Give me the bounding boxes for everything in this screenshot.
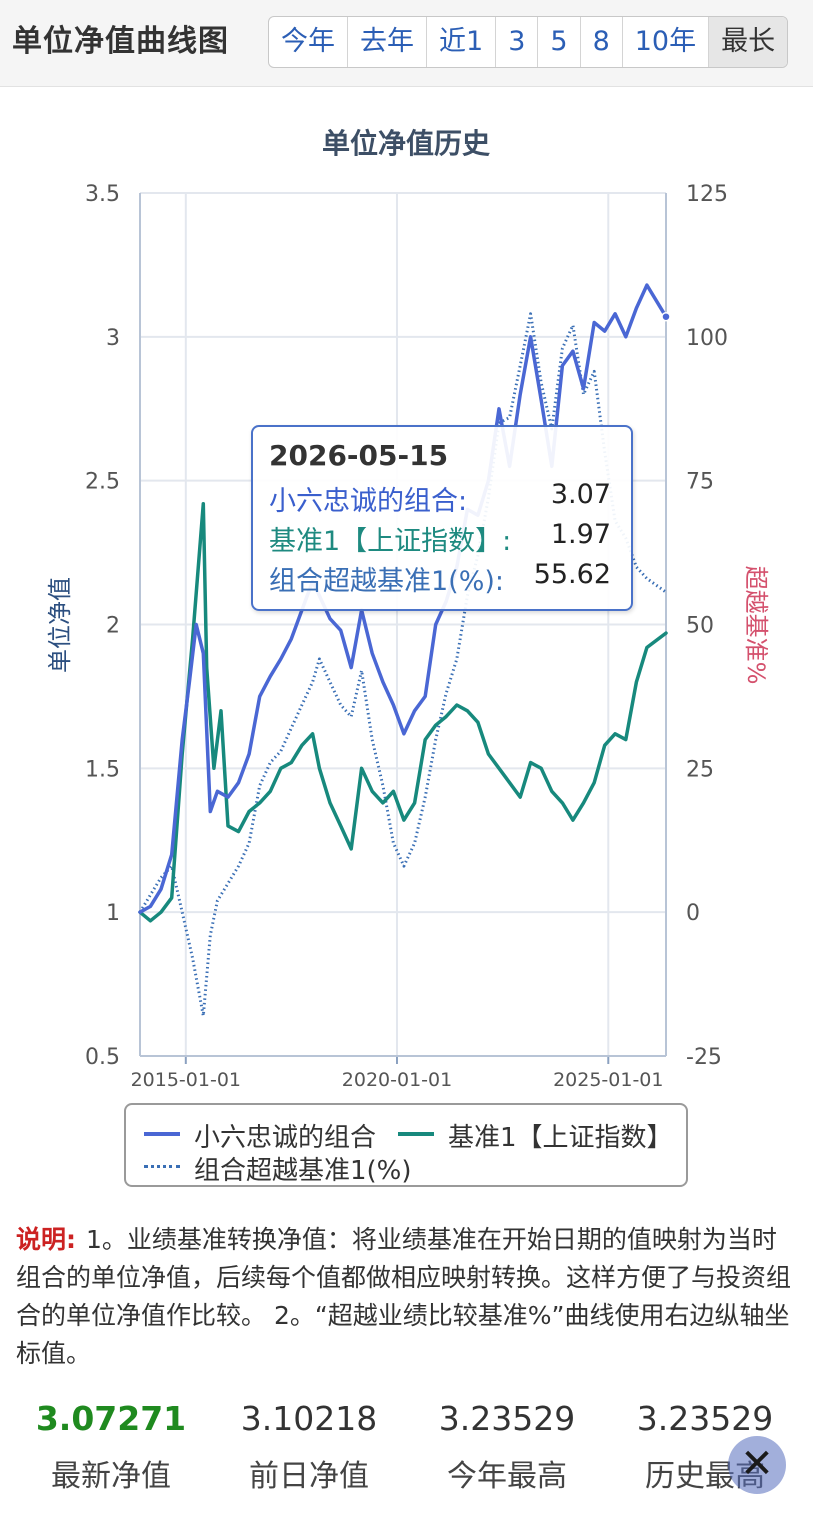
stat-value: 3.07271	[35, 1399, 187, 1438]
series-line-benchmark	[138, 501, 668, 923]
tooltip-date: 2026-05-15	[269, 439, 449, 472]
y2-tick-label: 75	[686, 470, 714, 495]
x-tick-label: 2015-01-01	[131, 1069, 241, 1091]
y2-tick-label: 25	[686, 757, 714, 782]
y2-tick-label: 50	[686, 614, 714, 639]
legend-label: 组合超越基准1(%)	[194, 1156, 412, 1186]
legend-swatch-solid	[144, 1132, 180, 1136]
y-tick-label: 3.5	[85, 182, 120, 207]
stat-latest-nav: 3.07271 最新净值	[16, 1397, 206, 1495]
tooltip-value: 55.62	[533, 559, 611, 590]
chart-title: 单位净值历史	[322, 127, 490, 160]
header-bar: 单位净值曲线图 今年 去年 近1 3 5 8 10年 最长	[0, 0, 813, 87]
range-button-8[interactable]: 8	[581, 17, 623, 67]
close-icon[interactable]: ✕	[728, 1436, 786, 1494]
range-button-recent-1[interactable]: 近1	[427, 17, 497, 67]
legend-label: 小六忠诚的组合	[194, 1123, 377, 1153]
chart-legend: 小六忠诚的组合 基准1【上证指数】 组合超越基准1(%)	[124, 1103, 688, 1187]
x-tick-label: 2020-01-01	[342, 1069, 452, 1091]
y-axis-title: 单位净值	[46, 577, 74, 673]
y2-tick-label: 100	[686, 326, 728, 351]
range-button-10-years[interactable]: 10年	[623, 17, 710, 67]
y-tick-label: 1	[106, 901, 120, 926]
legend-label: 基准1【上证指数】	[448, 1123, 673, 1153]
series-point-latest	[661, 311, 671, 322]
y2-axis-title: 超越基准%	[742, 566, 770, 685]
y2-tick-label: 0	[686, 901, 700, 926]
explanation-note: 说明: 1。业绩基准转换净值：将业绩基准在开始日期的值映射为当时组合的单位净值，后…	[16, 1221, 796, 1373]
stat-value: 3.23529	[636, 1399, 774, 1438]
nav-history-chart[interactable]: 单位净值历史 3.5 3 2.5 2 1.5 1 0.5 125 100 75 50 25 0 -25 201…	[0, 87, 813, 1097]
tooltip-value: 3.07	[550, 479, 611, 510]
range-button-last-year[interactable]: 去年	[348, 17, 427, 67]
y-tick-label: 3	[106, 326, 120, 351]
page-title: 单位净值曲线图	[12, 24, 229, 59]
tooltip-label: 组合超越基准1(%):	[269, 566, 504, 597]
tooltip-label: 基准1【上证指数】:	[269, 526, 512, 557]
y-tick-label: 2	[106, 614, 120, 639]
y2-tick-label: 125	[686, 182, 728, 207]
series-line-excess	[138, 312, 667, 1018]
chart-tooltip: 2026-05-15 小六忠诚的组合: 3.07 基准1【上证指数】: 1.97…	[251, 425, 633, 611]
stat-label: 最新净值	[51, 1459, 171, 1494]
series-line-portfolio	[138, 283, 668, 914]
stat-value: 3.10218	[240, 1399, 378, 1438]
tooltip-row-benchmark: 基准1【上证指数】: 1.97	[269, 519, 611, 559]
stat-value: 3.23529	[438, 1399, 576, 1438]
stat-previous-nav: 3.10218 前日净值	[214, 1397, 404, 1495]
y2-tick-label: -25	[686, 1045, 722, 1070]
stat-year-high: 3.23529 今年最高	[412, 1397, 602, 1495]
y-tick-label: 1.5	[85, 757, 120, 782]
range-selector: 今年 去年 近1 3 5 8 10年 最长	[268, 16, 789, 68]
tooltip-row-excess: 组合超越基准1(%): 55.62	[269, 559, 611, 599]
note-text: 1。业绩基准转换净值：将业绩基准在开始日期的值映射为当时组合的单位净值，后续每个…	[16, 1225, 792, 1368]
y-tick-label: 2.5	[85, 470, 120, 495]
tooltip-label: 小六忠诚的组合:	[269, 486, 468, 517]
legend-swatch-dotted	[144, 1165, 180, 1168]
chart-card: 单位净值历史 3.5 3 2.5 2 1.5 1 0.5 125 100 75 50 25 0 -25 201…	[0, 87, 813, 1516]
stat-label: 今年最高	[447, 1459, 567, 1494]
stats-row: 3.07271 最新净值 3.10218 前日净值 3.23529 今年最高 3…	[0, 1397, 813, 1507]
range-button-5[interactable]: 5	[538, 17, 581, 67]
range-button-this-year[interactable]: 今年	[269, 17, 348, 67]
range-button-longest[interactable]: 最长	[709, 17, 788, 67]
stat-label: 前日净值	[249, 1459, 369, 1494]
range-button-3[interactable]: 3	[496, 17, 539, 67]
tooltip-value: 1.97	[550, 519, 611, 550]
note-label: 说明:	[16, 1225, 76, 1254]
tooltip-row-portfolio: 小六忠诚的组合: 3.07	[269, 479, 611, 519]
x-tick-label: 2025-01-01	[553, 1069, 663, 1091]
legend-swatch-solid	[398, 1132, 434, 1136]
y-tick-label: 0.5	[85, 1045, 120, 1070]
